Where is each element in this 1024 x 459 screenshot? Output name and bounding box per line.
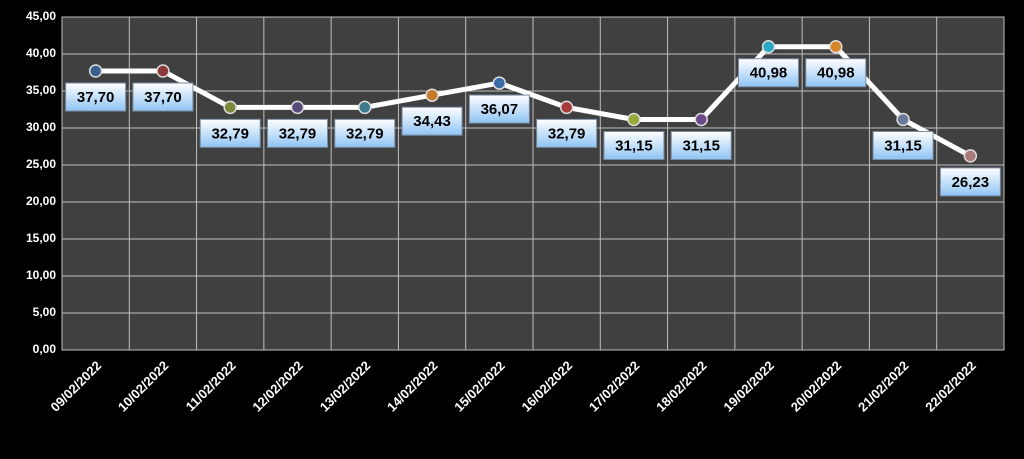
value-label: 31,15	[615, 137, 653, 154]
y-tick-label: 15,00	[26, 231, 56, 245]
value-label-box	[468, 94, 530, 124]
value-label: 37,70	[144, 89, 182, 106]
value-label: 31,15	[884, 137, 922, 154]
y-tick-label: 5,00	[33, 305, 57, 319]
value-label: 37,70	[77, 89, 115, 106]
marker	[492, 76, 507, 90]
y-tick-label: 40,00	[26, 46, 56, 60]
marker	[761, 39, 776, 54]
y-tick-label: 20,00	[26, 194, 56, 208]
marker	[694, 112, 708, 127]
y-tick-label: 0,00	[33, 342, 57, 356]
value-label-box	[670, 130, 732, 160]
y-tick-label: 30,00	[26, 120, 56, 134]
y-tick-label: 35,00	[26, 83, 56, 97]
marker	[559, 100, 574, 115]
value-label-box	[401, 106, 463, 136]
value-label-box	[603, 130, 665, 160]
plot-border	[61, 16, 1005, 351]
marker	[963, 149, 978, 163]
value-label: 32,79	[279, 125, 317, 142]
marker	[156, 64, 170, 78]
value-label: 26,23	[952, 174, 990, 191]
value-label: 32,79	[548, 125, 586, 142]
value-label-box	[132, 82, 194, 112]
value-label: 31,15	[682, 137, 720, 154]
y-tick-label: 10,00	[26, 268, 56, 282]
value-label-box	[334, 118, 396, 148]
value-label-box	[65, 82, 127, 112]
value-label-box	[267, 118, 328, 148]
value-label: 40,98	[817, 65, 855, 82]
marker	[358, 100, 372, 115]
line	[95, 44, 972, 159]
value-label-box	[939, 167, 1001, 197]
marker	[88, 64, 103, 78]
value-label: 36,07	[481, 101, 519, 118]
marker	[425, 88, 439, 102]
value-label: 32,79	[346, 125, 384, 142]
value-label: 32,79	[211, 125, 249, 142]
value-label: 40,98	[750, 65, 788, 82]
value-label-box	[805, 58, 867, 88]
value-label-box	[872, 130, 934, 160]
y-tick-label: 25,00	[26, 157, 56, 171]
marker	[223, 100, 237, 115]
value-label-box	[738, 58, 799, 88]
value-label: 34,43	[413, 113, 451, 130]
marker	[829, 39, 843, 54]
value-label-box	[536, 118, 598, 148]
marker	[290, 100, 305, 115]
marker	[896, 112, 910, 127]
y-tick-label: 45,00	[26, 9, 56, 23]
value-label-box	[199, 118, 261, 148]
marker	[627, 112, 641, 127]
